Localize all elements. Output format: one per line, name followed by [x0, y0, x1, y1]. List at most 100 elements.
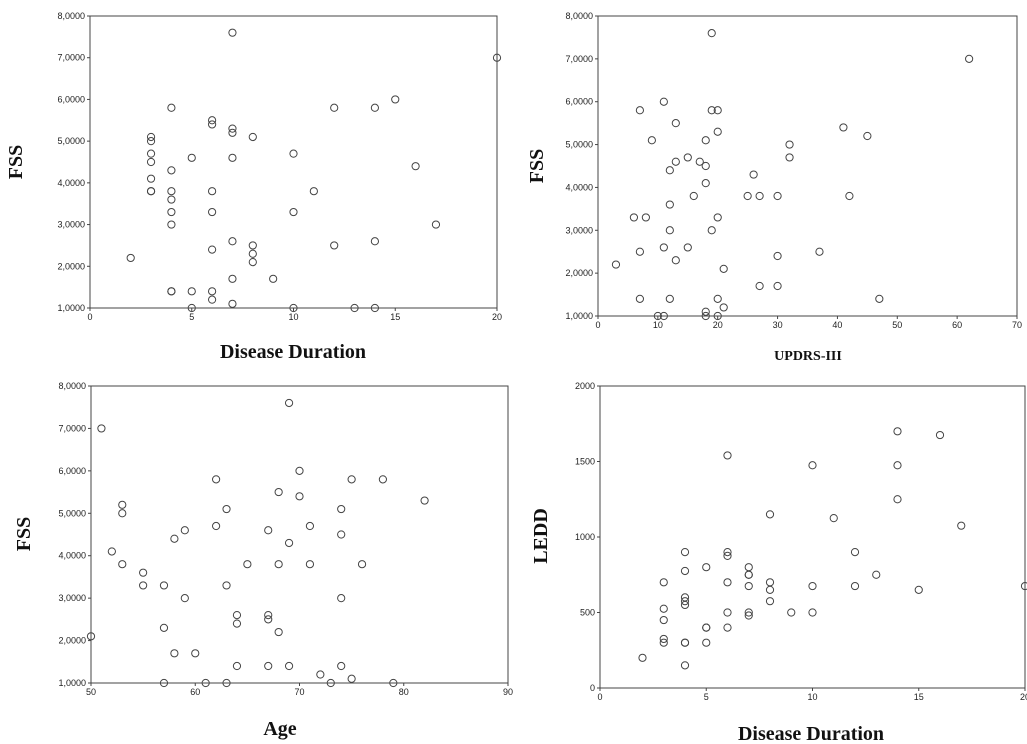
- y-tick-label: 4,0000: [58, 551, 86, 561]
- data-point: [139, 581, 148, 590]
- data-point: [274, 627, 283, 637]
- data-point: [665, 200, 674, 209]
- data-point: [146, 149, 156, 158]
- data-point: [167, 287, 176, 296]
- data-point: [635, 247, 645, 256]
- data-point: [222, 504, 231, 514]
- y-tick-label: 1,0000: [57, 303, 85, 313]
- y-tick-label: 7,0000: [58, 423, 86, 433]
- data-point: [680, 661, 690, 670]
- data-point: [97, 424, 106, 433]
- data-point: [749, 170, 758, 179]
- y-tick-label: 5,0000: [565, 140, 593, 150]
- data-point: [337, 594, 346, 603]
- data-point: [680, 600, 690, 610]
- data-point: [744, 581, 753, 591]
- data-point: [228, 299, 237, 308]
- data-point: [289, 207, 298, 217]
- y-tick-label: 2000: [575, 381, 595, 391]
- data-point: [170, 534, 179, 543]
- data-point: [845, 191, 854, 201]
- data-point: [86, 632, 96, 641]
- data-point: [713, 311, 722, 321]
- data-point: [187, 153, 196, 162]
- data-point: [671, 119, 680, 128]
- data-point: [139, 568, 148, 577]
- data-point: [638, 653, 647, 662]
- data-point: [707, 106, 716, 115]
- x-tick-label: 60: [952, 320, 962, 330]
- data-point: [744, 611, 753, 620]
- y-tick-label: 6,0000: [57, 94, 85, 104]
- data-point: [378, 475, 387, 484]
- data-point: [264, 526, 273, 535]
- data-point: [653, 311, 662, 321]
- data-point: [689, 191, 698, 201]
- x-tick-label: 50: [892, 320, 902, 330]
- data-point: [316, 670, 325, 679]
- data-point: [228, 153, 237, 162]
- y-tick-label: 1,0000: [58, 678, 86, 688]
- data-point: [295, 466, 304, 475]
- data-point: [289, 303, 298, 313]
- data-point: [389, 678, 398, 688]
- data-point: [370, 237, 379, 246]
- y-tick-label: 3,0000: [57, 220, 85, 230]
- data-point: [284, 661, 294, 671]
- x-tick-label: 40: [832, 320, 842, 330]
- data-point: [713, 213, 722, 222]
- x-tick-label: 0: [597, 692, 602, 702]
- x-tick-label: 90: [503, 687, 513, 697]
- data-point: [212, 475, 221, 484]
- data-point: [180, 594, 189, 603]
- data-point: [232, 619, 242, 628]
- data-point: [248, 249, 257, 258]
- y-tick-label: 2,0000: [565, 268, 593, 278]
- data-point: [146, 174, 156, 183]
- data-point: [665, 294, 674, 303]
- data-point: [118, 560, 127, 569]
- plot-frame: [89, 15, 498, 309]
- data-point: [107, 547, 116, 556]
- data-point: [284, 398, 294, 408]
- data-point: [702, 623, 711, 632]
- x-tick-label: 20: [713, 320, 723, 330]
- data-point: [893, 495, 902, 504]
- data-point: [743, 191, 752, 201]
- data-point: [330, 103, 339, 112]
- data-point: [330, 241, 339, 250]
- data-point: [243, 560, 252, 569]
- data-point: [228, 128, 237, 137]
- data-point: [680, 597, 690, 606]
- x-tick-label: 70: [294, 687, 304, 697]
- data-point: [701, 307, 710, 316]
- data-point: [167, 103, 176, 112]
- data-point: [702, 638, 711, 647]
- data-point: [647, 136, 656, 145]
- data-point: [723, 608, 732, 617]
- data-point: [665, 226, 674, 235]
- y-axis-label: FSS: [526, 149, 548, 183]
- data-point: [713, 294, 722, 303]
- data-point: [167, 207, 176, 217]
- data-point: [126, 253, 135, 263]
- data-point: [815, 247, 824, 256]
- data-point: [659, 615, 668, 625]
- data-point: [208, 116, 217, 125]
- data-point: [635, 106, 645, 115]
- data-point: [773, 191, 782, 201]
- data-point: [337, 530, 346, 539]
- x-tick-label: 10: [807, 692, 817, 702]
- data-point: [808, 608, 817, 617]
- data-point: [170, 649, 179, 658]
- data-point: [701, 161, 710, 171]
- data-point: [707, 29, 716, 38]
- data-point: [875, 294, 884, 303]
- data-point: [350, 303, 359, 313]
- data-point: [863, 131, 872, 141]
- data-point: [680, 638, 690, 647]
- x-axis-label: Age: [263, 718, 296, 740]
- y-tick-label: 1,0000: [565, 311, 593, 321]
- data-point: [264, 615, 273, 624]
- data-point: [146, 137, 156, 146]
